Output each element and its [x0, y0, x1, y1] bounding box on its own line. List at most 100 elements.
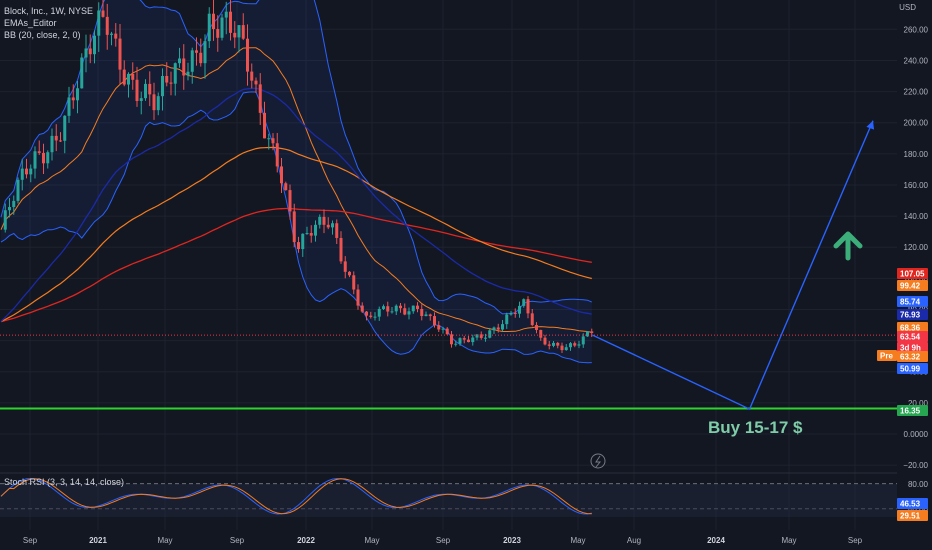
candle-body [288, 190, 292, 212]
candle-body [46, 152, 50, 164]
ema-mid-line [0, 146, 592, 323]
symbol-legend[interactable]: Block, Inc., 1W, NYSE [4, 6, 94, 16]
candle-body [195, 50, 198, 53]
svg-text:68.36: 68.36 [900, 324, 921, 333]
stoch-rsi-d-line [0, 478, 592, 515]
candle-body [29, 168, 33, 175]
x-tick-label: Sep [436, 536, 451, 545]
candle-body [50, 135, 54, 153]
x-tick-label: 2022 [297, 536, 315, 545]
candle-body [535, 325, 538, 330]
candle-body [394, 305, 398, 312]
buy-annotation[interactable]: Buy 15-17 $ [708, 418, 803, 437]
x-tick-label: 2021 [89, 536, 107, 545]
candle-body [84, 48, 88, 58]
candle-body [331, 223, 334, 228]
candle-body [526, 299, 530, 314]
y-tick-label: 180.00 [904, 150, 929, 159]
candle-body [250, 71, 254, 81]
ema-long-line [0, 207, 592, 323]
svg-text:29.51: 29.51 [900, 512, 921, 521]
stoch-rsi-legend[interactable]: Stoch RSI (3, 3, 14, 14, close) [4, 477, 125, 487]
candle-body [156, 96, 160, 111]
candle-body [207, 13, 211, 42]
ema-legend[interactable]: EMAs_Editor [4, 18, 57, 28]
rsi-badge: 46.53 [897, 498, 928, 509]
y-tick-label: 160.00 [904, 181, 929, 190]
candle-body [343, 261, 347, 272]
candle-body [271, 138, 275, 144]
candle-body [63, 115, 67, 141]
candle-body [586, 331, 589, 337]
svg-text:99.42: 99.42 [900, 282, 921, 291]
candle-body [484, 337, 487, 339]
candle-body [309, 233, 313, 236]
candle-body [220, 17, 224, 38]
candle-body [581, 336, 585, 345]
candle-body [42, 152, 45, 164]
candle-body [450, 334, 453, 345]
candle-body [152, 94, 156, 111]
price-badge: 16.35 [897, 405, 928, 416]
candle-body [71, 97, 75, 101]
candle-body [479, 334, 483, 338]
candle-body [284, 183, 288, 191]
candle-body [118, 38, 122, 70]
y-tick-label: 120.00 [904, 243, 929, 252]
candle-body [501, 324, 504, 330]
candle-body [318, 216, 322, 225]
ema-short-line [0, 87, 592, 323]
candle-body [339, 237, 343, 262]
candle-body [352, 275, 356, 290]
candle-body [416, 305, 419, 309]
candle-body [241, 25, 245, 39]
price-badge: 107.05 [897, 268, 928, 279]
candle-body [246, 38, 249, 72]
rsi-band [0, 484, 897, 517]
candle-body [80, 57, 84, 89]
candle-body [403, 308, 407, 315]
candle-body [37, 151, 41, 153]
candle-body [182, 58, 186, 76]
candle-body [348, 271, 351, 276]
svg-text:63.32: 63.32 [900, 353, 921, 362]
x-tick-label: 2023 [503, 536, 521, 545]
candle-body [237, 25, 241, 38]
candle-body [569, 343, 572, 348]
candle-body [3, 210, 7, 230]
candle-body [148, 83, 152, 95]
price-badge: 63.32 [897, 351, 928, 362]
bb-legend[interactable]: BB (20, close, 2, 0) [4, 30, 81, 40]
candle-body [390, 311, 394, 313]
bollinger-lower-line [0, 91, 592, 364]
candle-body [186, 71, 190, 76]
candle-body [454, 343, 458, 345]
up-arrow-icon[interactable] [833, 231, 863, 261]
candle-body [258, 84, 262, 113]
candle-body [131, 73, 135, 80]
candle-body [590, 331, 594, 334]
svg-text:16.35: 16.35 [900, 407, 921, 416]
candle-body [314, 224, 317, 236]
svg-text:50.99: 50.99 [900, 365, 921, 374]
time-axis-ticks: Sep 2021 May Sep 2022 May Sep 2023 May Aug 2024 May… [23, 536, 863, 545]
x-tick-label: Sep [230, 536, 245, 545]
candle-body [199, 52, 203, 64]
svg-text:46.53: 46.53 [900, 500, 921, 509]
price-badge: 63.54 [897, 331, 928, 342]
candle-body [399, 305, 402, 309]
candle-body [428, 314, 432, 317]
x-tick-label: May [781, 536, 796, 545]
candle-body [513, 313, 517, 315]
candle-body [522, 299, 526, 306]
projection-path[interactable] [592, 120, 874, 411]
lightning-icon[interactable] [590, 453, 606, 469]
candle-body [216, 29, 220, 38]
candle-body [173, 63, 177, 84]
candle-body [233, 32, 237, 38]
candle-body [33, 151, 37, 169]
svg-text:Pre: Pre [880, 352, 893, 361]
candle-body [369, 315, 373, 317]
